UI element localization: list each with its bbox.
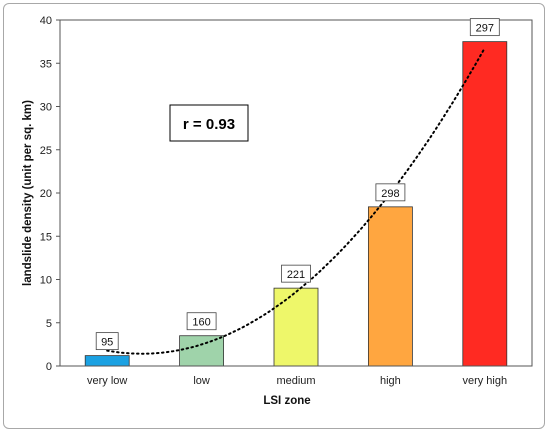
bar-very-high bbox=[462, 41, 508, 367]
data-label-text: 160 bbox=[192, 317, 210, 329]
bar-very-low bbox=[84, 355, 130, 367]
y-axis-ticks: 0 5 10 15 20 25 30 35 40 bbox=[40, 15, 60, 373]
data-label-text: 297 bbox=[476, 23, 494, 35]
data-label-box bbox=[469, 18, 500, 37]
x-tick-label: medium bbox=[276, 375, 315, 387]
y-tick-label: 20 bbox=[40, 188, 52, 200]
correlation-annotation: r = 0.93 bbox=[169, 104, 249, 142]
bar-high bbox=[367, 206, 413, 367]
data-labels: 95 160 221 298 297 bbox=[95, 18, 500, 351]
data-label: 298 bbox=[375, 183, 406, 202]
data-label-box bbox=[186, 312, 217, 331]
x-tick-label: very high bbox=[462, 375, 507, 387]
y-axis-title: landslide density (unit per sq. km) bbox=[22, 100, 34, 286]
bars bbox=[84, 41, 508, 367]
x-axis-ticks: very low low medium high very high bbox=[87, 375, 507, 387]
data-label: 297 bbox=[469, 18, 500, 37]
x-tick-label: low bbox=[193, 375, 210, 387]
plot-area bbox=[59, 19, 533, 367]
plot-border bbox=[59, 19, 533, 367]
y-tick-label: 25 bbox=[40, 145, 52, 157]
bar-medium bbox=[273, 287, 319, 367]
data-label-text: 95 bbox=[101, 337, 113, 349]
y-tick-label: 35 bbox=[40, 58, 52, 70]
y-tick-label: 0 bbox=[46, 361, 52, 373]
x-tick-label: high bbox=[380, 375, 401, 387]
data-label: 160 bbox=[186, 312, 217, 331]
data-label-text: 221 bbox=[287, 269, 305, 281]
x-axis-title: LSI zone bbox=[263, 395, 310, 407]
y-tick-label: 30 bbox=[40, 102, 52, 114]
x-tick-label: very low bbox=[87, 375, 127, 387]
data-label: 221 bbox=[281, 264, 311, 283]
data-label-box bbox=[281, 264, 311, 283]
data-label: 95 bbox=[95, 332, 119, 351]
correlation-text: r = 0.93 bbox=[183, 116, 235, 133]
y-tick-label: 10 bbox=[40, 275, 52, 287]
y-tick-label: 5 bbox=[46, 318, 52, 330]
y-tick-label: 15 bbox=[40, 231, 52, 243]
data-label-box bbox=[95, 332, 119, 351]
y-tick-label: 40 bbox=[40, 15, 52, 27]
data-label-box bbox=[375, 183, 406, 202]
data-label-text: 298 bbox=[381, 188, 399, 200]
bar-low bbox=[179, 335, 225, 367]
trendline bbox=[106, 46, 486, 355]
